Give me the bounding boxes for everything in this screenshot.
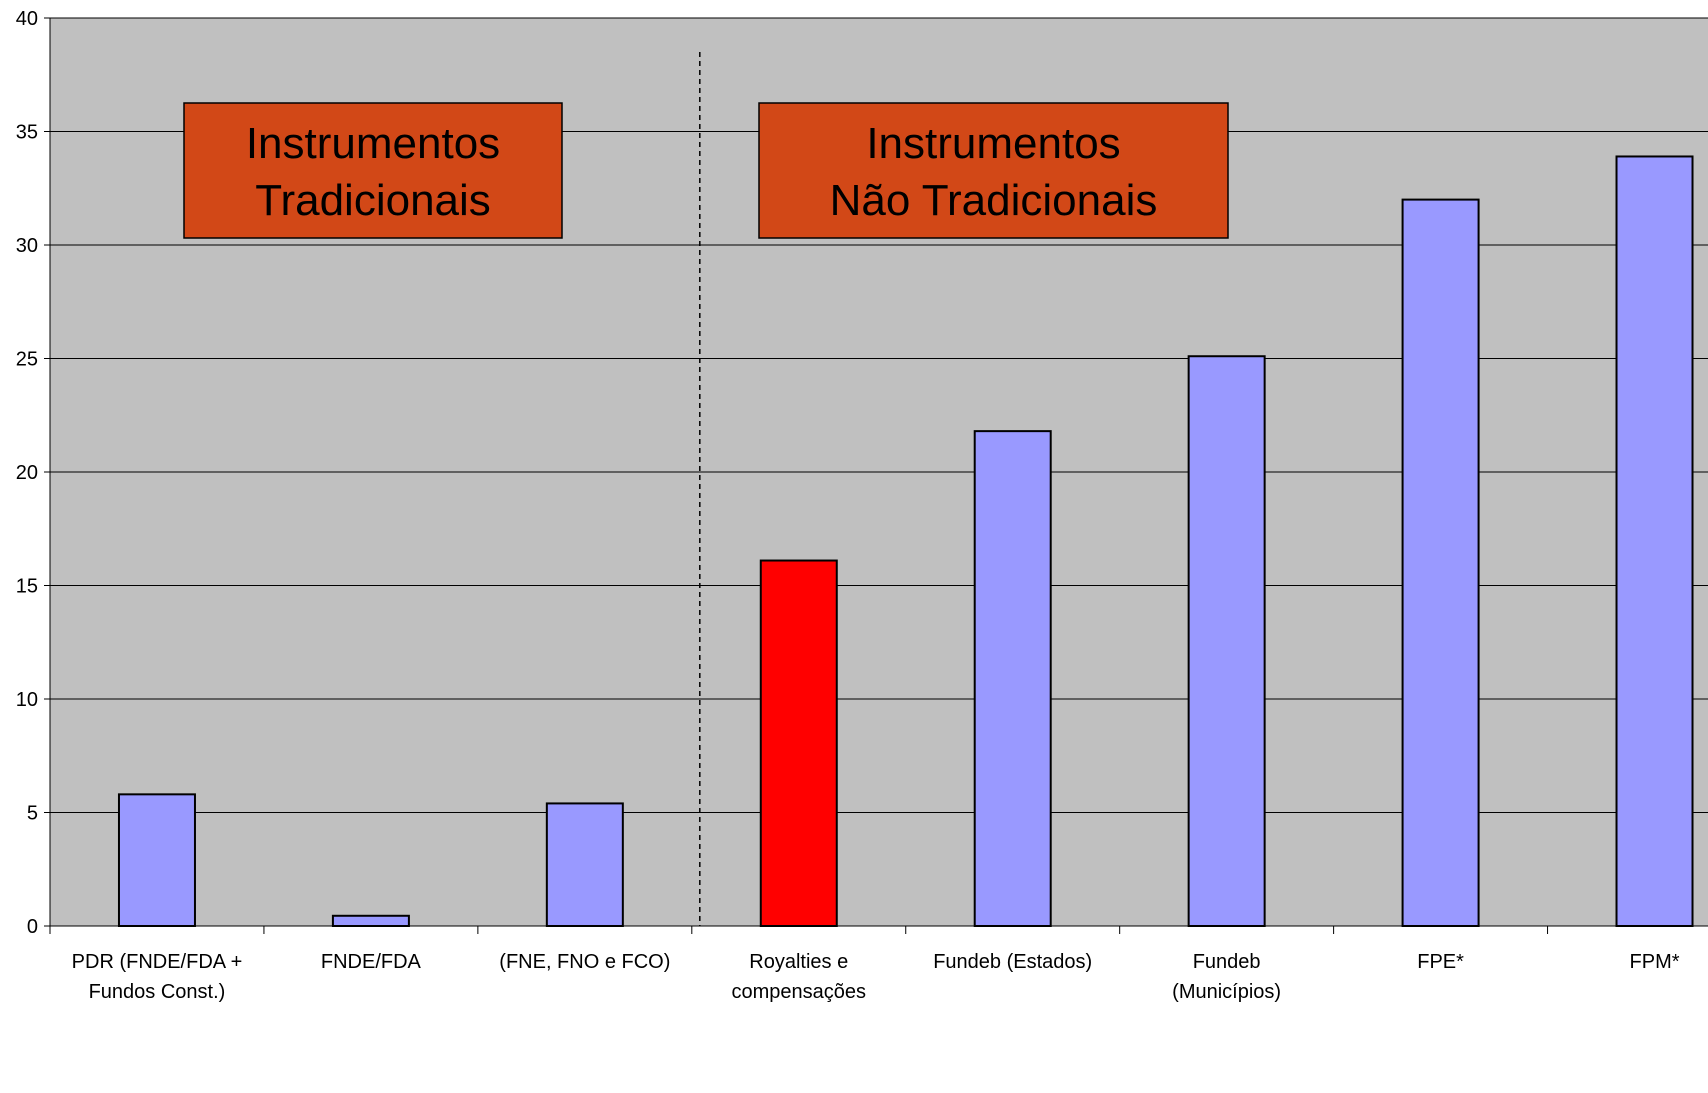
y-axis-ticks: 0 5 10 15 20 25 30 35 40	[16, 8, 51, 938]
x-axis-ticks	[49, 926, 1549, 934]
annotations: Instrumentos Tradicionais Instrumentos Não …	[183, 102, 1229, 239]
x-category-label: (FNE, FNO e FCO)	[499, 951, 670, 973]
y-tick-label: 35	[16, 122, 38, 144]
bar	[1187, 355, 1266, 928]
x-category-label: FPM*	[1630, 951, 1680, 973]
x-category-label: Fundeb (Estados)	[933, 951, 1092, 973]
annotation-non-traditional: Instrumentos Não Tradicionais	[758, 102, 1229, 239]
bar	[331, 914, 410, 927]
bar-highlighted	[759, 559, 838, 928]
x-category-label: FNDE/FDA	[321, 951, 422, 973]
bar	[1615, 155, 1694, 928]
y-tick-label: 30	[16, 235, 38, 257]
y-tick-label: 40	[16, 8, 38, 30]
annotation-text: Instrumentos Não Tradicionais	[830, 119, 1158, 225]
bar	[1401, 198, 1480, 928]
bar	[973, 430, 1052, 927]
y-tick-label: 0	[27, 916, 38, 938]
x-category-label: Fundeb (Municípios)	[1172, 951, 1281, 1003]
gridlines	[50, 17, 1708, 813]
x-category-label: Royalties e compensações	[732, 951, 867, 1003]
bar	[545, 802, 624, 927]
x-category-label: PDR (FNDE/FDA + Fundos Const.)	[72, 951, 243, 1003]
bars	[117, 155, 1694, 928]
y-tick-label: 5	[27, 803, 38, 825]
y-tick-label: 25	[16, 349, 38, 371]
y-tick-label: 20	[16, 462, 38, 484]
bar	[117, 793, 196, 928]
y-tick-label: 10	[16, 689, 38, 711]
x-category-label: FPE*	[1417, 951, 1464, 973]
y-tick-label: 15	[16, 576, 38, 598]
x-axis-labels: PDR (FNDE/FDA + Fundos Const.) FNDE/FDA (FN…	[72, 951, 1680, 1003]
annotation-text: Instrumentos Tradicionais	[246, 119, 500, 225]
annotation-traditional: Instrumentos Tradicionais	[183, 102, 563, 239]
